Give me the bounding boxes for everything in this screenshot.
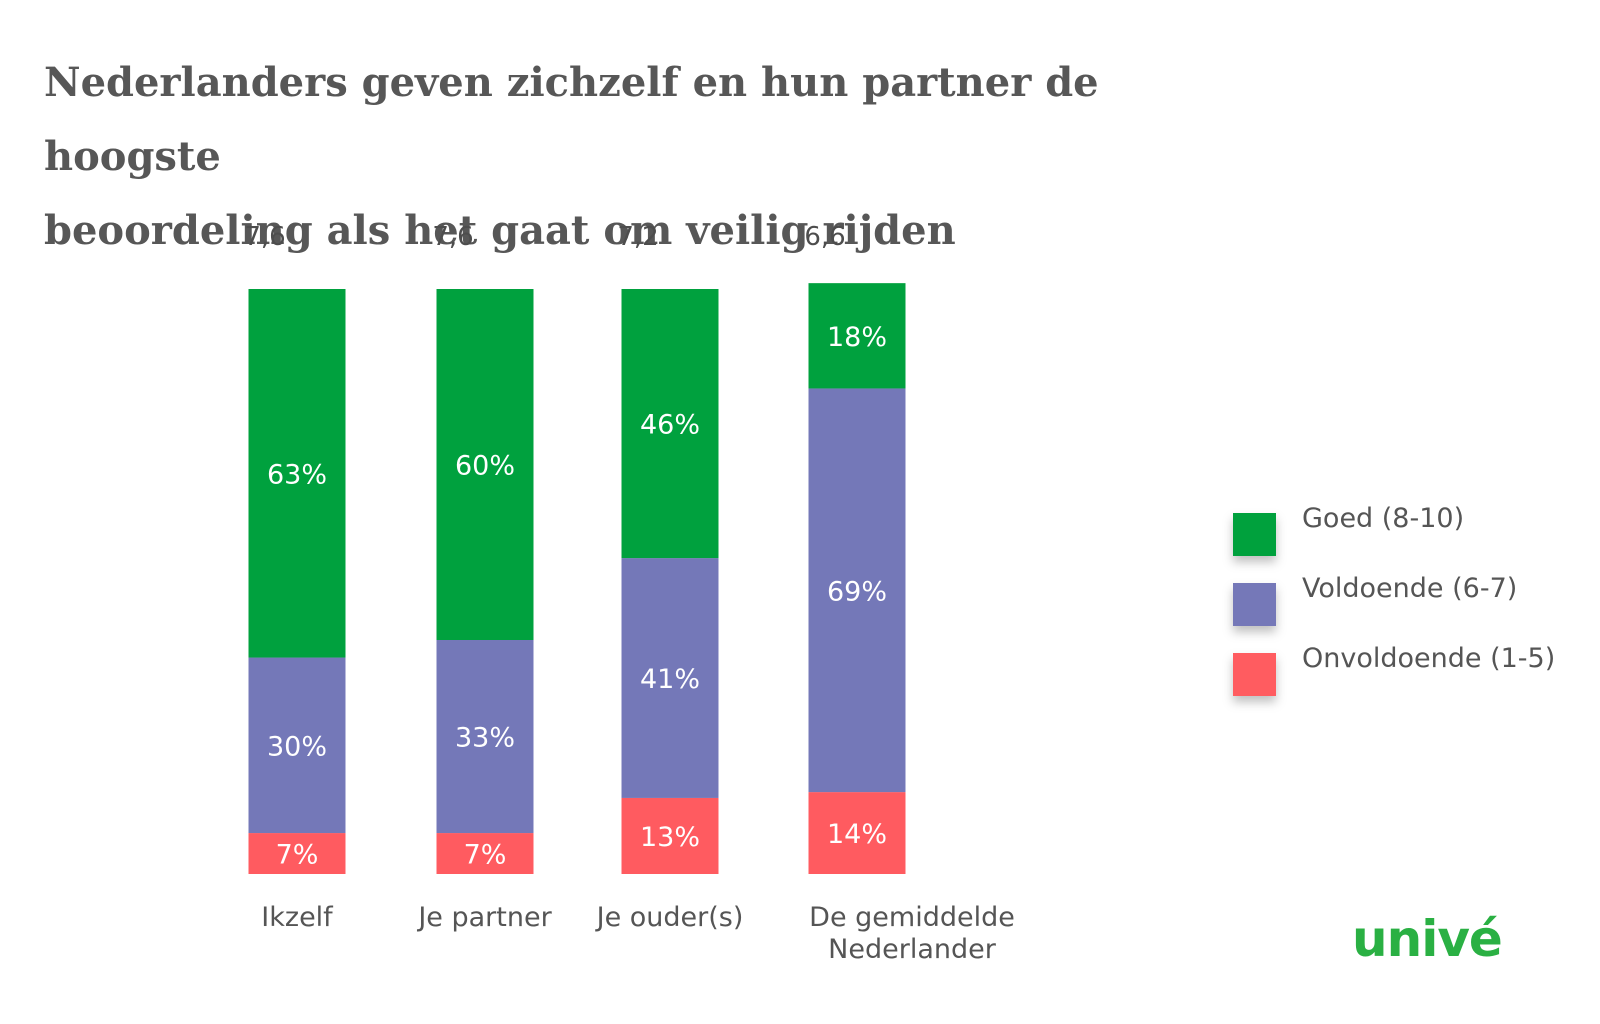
- data-label-cat-0-series-2: 63%: [267, 459, 327, 490]
- legend-label-1: Voldoende (6-7): [1302, 573, 1517, 604]
- data-label-cat-1-series-2: 60%: [455, 451, 515, 482]
- category-label-cat-2-line-0: Je ouder(s): [595, 902, 744, 933]
- data-label-cat-1-series-0: 7%: [464, 840, 507, 871]
- legend-swatch-0: [1233, 513, 1276, 556]
- category-label-cat-1-line-0: Je partner: [416, 902, 552, 933]
- bar-segment-cat-1-series-2: [436, 289, 534, 640]
- score-label-cat-2: 7,2: [617, 222, 658, 252]
- bar-segment-cat-2-series-0: [621, 797, 719, 874]
- chart-title: Nederlanders geven zichzelf en hun partn…: [44, 46, 1244, 268]
- bar-segment-cat-3-series-1: [808, 388, 906, 793]
- score-label-cat-0: 7,6: [244, 222, 285, 252]
- data-label-cat-3-series-0: 14%: [827, 819, 887, 850]
- chart-title-line-2: beoordeling als het gaat om veilig rijde…: [44, 207, 956, 254]
- bar-segment-cat-3-series-0: [808, 792, 906, 874]
- legend-label-0: Goed (8-10): [1302, 503, 1464, 534]
- bar-segment-cat-1-series-1: [436, 640, 534, 834]
- legend-label-2: Onvoldoende (1-5): [1302, 643, 1555, 674]
- chart-title-line-1: Nederlanders geven zichzelf en hun partn…: [44, 59, 1099, 180]
- category-label-cat-3-line-1: Nederlander: [828, 934, 997, 965]
- data-label-cat-1-series-1: 33%: [455, 723, 515, 754]
- data-label-cat-0-series-1: 30%: [267, 731, 327, 762]
- data-label-cat-0-series-0: 7%: [276, 840, 319, 871]
- bar-segment-cat-2-series-2: [621, 289, 719, 559]
- data-label-cat-2-series-1: 41%: [640, 664, 700, 695]
- bar-segment-cat-0-series-0: [248, 833, 346, 874]
- score-label-cat-3: 6,6: [804, 222, 845, 252]
- data-label-cat-3-series-1: 69%: [827, 576, 887, 607]
- legend: Goed (8-10) Voldoende (6-7) Onvoldoende (1…: [1233, 503, 1555, 696]
- bar-segment-cat-0-series-1: [248, 657, 346, 834]
- bars-group: 7% 30% 63% 7,6 Ikzelf 7% 33% 60% 7,6 Je partner 13…: [244, 222, 1015, 965]
- data-label-cat-2-series-2: 46%: [640, 410, 700, 441]
- bar-segment-cat-0-series-2: [248, 289, 346, 658]
- bar-segment-cat-1-series-0: [436, 833, 534, 874]
- score-label-cat-1: 7,6: [432, 222, 473, 252]
- data-label-cat-2-series-0: 13%: [640, 822, 700, 853]
- legend-swatch-1: [1233, 583, 1276, 626]
- bar-segment-cat-2-series-1: [621, 558, 719, 798]
- category-label-cat-0-line-0: Ikzelf: [261, 902, 334, 933]
- data-label-cat-3-series-2: 18%: [827, 322, 887, 353]
- unive-logo: univé: [1352, 910, 1503, 968]
- bar-segment-cat-3-series-2: [808, 283, 906, 389]
- category-label-cat-3-line-0: De gemiddelde: [809, 902, 1015, 933]
- legend-swatch-2: [1233, 653, 1276, 696]
